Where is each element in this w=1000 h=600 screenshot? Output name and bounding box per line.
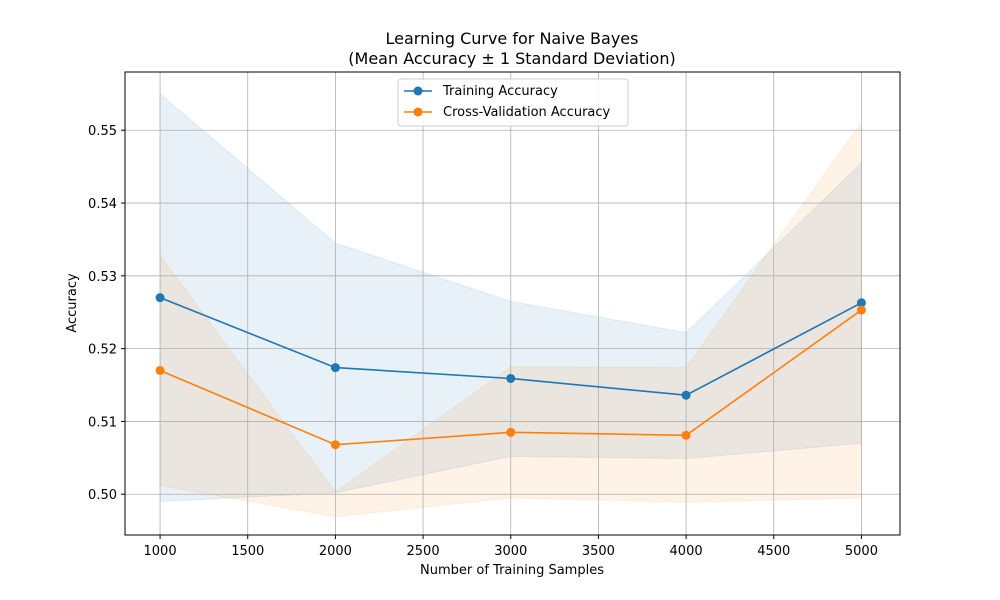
chart-subtitle: (Mean Accuracy ± 1 Standard Deviation): [348, 49, 675, 68]
y-tick-label: 0.54: [88, 197, 117, 212]
x-tick-label: 2500: [407, 544, 440, 559]
data-point-0: [330, 363, 340, 373]
data-point-0: [681, 390, 691, 400]
x-tick-label: 4000: [670, 544, 703, 559]
y-tick-label: 0.53: [88, 270, 117, 285]
x-axis-title: Number of Training Samples: [420, 563, 604, 578]
legend-marker-training: [413, 86, 423, 96]
grid-lines: [125, 72, 900, 535]
legend-box: [397, 78, 629, 127]
x-tick-label: 3000: [494, 544, 527, 559]
x-axis-ticks: 1000 1500 2000 2500 3000 3500 4000 4500 5000: [144, 535, 878, 559]
x-tick-label: 3500: [582, 544, 615, 559]
data-point-0: [506, 373, 516, 383]
x-tick-label: 1000: [144, 544, 177, 559]
x-tick-label: 2000: [319, 544, 352, 559]
legend-label-cv: Cross-Validation Accuracy: [443, 105, 611, 120]
legend-label-training: Training Accuracy: [442, 84, 558, 99]
data-point-1: [330, 440, 340, 450]
x-tick-label: 5000: [845, 544, 878, 559]
y-axis-ticks: 0.50 0.51 0.52 0.53 0.54 0.55: [88, 124, 125, 503]
y-tick-label: 0.51: [88, 415, 117, 430]
plot-frame: [124, 71, 901, 536]
data-point-1: [856, 305, 866, 315]
data-point-0: [155, 293, 165, 303]
y-tick-label: 0.50: [88, 488, 117, 503]
legend-marker-cv: [413, 107, 423, 117]
x-tick-label: 1500: [231, 544, 264, 559]
data-point-0: [856, 298, 866, 308]
y-tick-label: 0.52: [88, 343, 117, 358]
y-axis-title: Accuracy: [65, 273, 80, 333]
chart-title: Learning Curve for Naive Bayes: [386, 29, 639, 48]
y-tick-label: 0.55: [88, 124, 117, 139]
legend: Training Accuracy Cross-Validation Accur…: [397, 78, 629, 127]
data-point-1: [506, 427, 516, 437]
x-tick-label: 4500: [757, 544, 790, 559]
data-point-1: [681, 430, 691, 440]
data-point-1: [155, 365, 165, 375]
series-points: [155, 293, 866, 450]
